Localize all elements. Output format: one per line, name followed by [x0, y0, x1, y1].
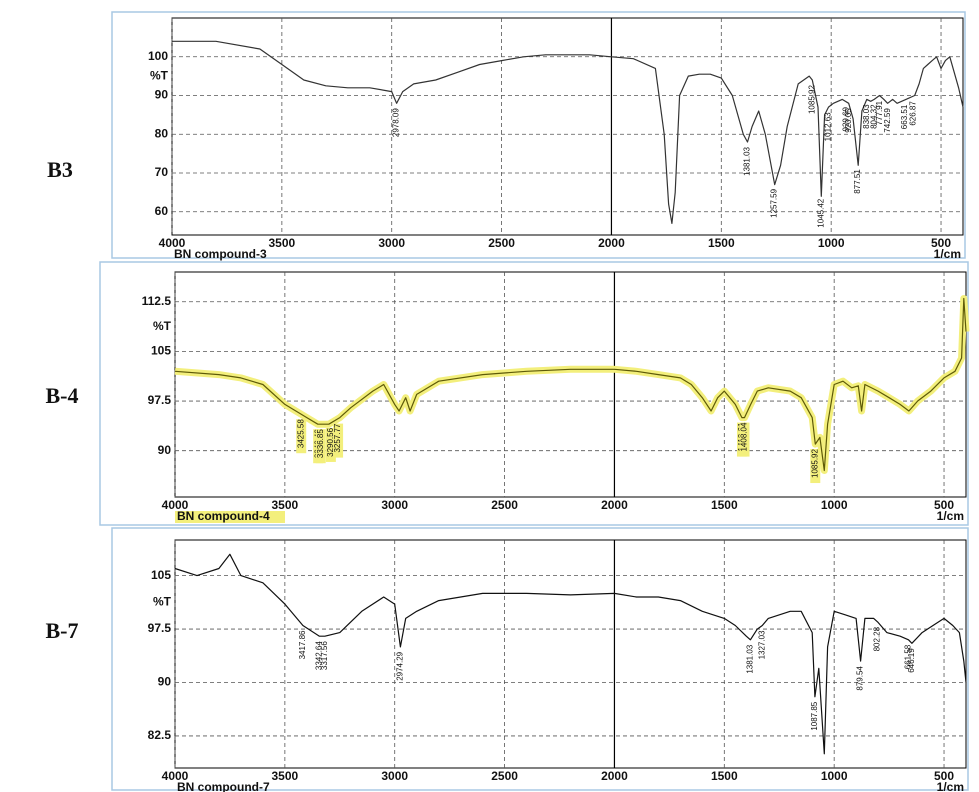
peak-label: 3425.58 [296, 419, 305, 448]
spectrum-line [174, 553, 967, 755]
peak-label: 1381.03 [743, 146, 752, 175]
y-tick-label: 80 [155, 126, 169, 140]
peak-label: 2978.09 [392, 108, 401, 137]
x-tick-label: 3000 [381, 769, 408, 783]
peak-label: 1085.92 [807, 85, 816, 114]
x-unit-label: 1/cm [937, 509, 964, 523]
x-unit-label: 1/cm [934, 247, 961, 261]
x-tick-label: 3500 [272, 498, 299, 512]
peak-label: 3257.77 [333, 423, 342, 452]
x-tick-label: 2500 [491, 498, 518, 512]
x-tick-label: 3500 [272, 769, 299, 783]
x-tick-label: 2000 [601, 498, 628, 512]
x-tick-label: 2000 [601, 769, 628, 783]
x-tick-label: 500 [934, 498, 954, 512]
peak-highlight [315, 429, 326, 464]
peak-label: 663.51 [900, 104, 909, 129]
peak-label: 804.32 [869, 104, 878, 129]
x-tick-label: 500 [931, 236, 951, 250]
row-label: B3 [47, 157, 73, 182]
peak-label: 3290.56 [326, 427, 335, 456]
peak-label: 929.69 [842, 106, 851, 131]
y-tick-label: 90 [158, 443, 172, 457]
peak-label: 3342.64 [315, 641, 324, 670]
y-tick-label: 100 [148, 49, 168, 63]
y-tick-label: 97.5 [148, 393, 172, 407]
row-label: B-7 [46, 618, 79, 643]
peak-label: 838.03 [862, 104, 871, 129]
x-axis-label: BN compound-3 [174, 247, 267, 261]
y-tick-label: 70 [155, 165, 169, 179]
y-tick-label: 112.5 [142, 294, 172, 308]
y-tick-label: 97.5 [148, 621, 172, 635]
y-axis-label: %T [153, 319, 172, 333]
peak-highlight [325, 427, 336, 462]
peak-label: 879.54 [856, 666, 865, 691]
peak-label: 3317.56 [320, 641, 329, 670]
x-tick-label: 3500 [269, 236, 296, 250]
peak-label: 1257.59 [770, 188, 779, 217]
spectrum-line [174, 297, 967, 472]
y-tick-label: 60 [155, 204, 169, 218]
peak-label: 646.19 [907, 648, 916, 673]
x-unit-label: 1/cm [937, 780, 964, 792]
row-label: B-4 [46, 383, 79, 408]
y-tick-label: 90 [158, 675, 172, 689]
x-tick-label: 500 [934, 769, 954, 783]
peak-label: 1087.85 [810, 701, 819, 730]
y-axis-label: %T [150, 68, 169, 82]
peak-label: 1012.63 [824, 112, 833, 141]
peak-label: 877.51 [853, 169, 862, 194]
y-tick-label: 105 [151, 568, 171, 582]
peak-label: 3336.85 [316, 429, 325, 458]
y-tick-label: 90 [155, 88, 169, 102]
x-tick-label: 4000 [162, 769, 189, 783]
peak-label: 2974.29 [395, 651, 404, 680]
peak-label: 3417.86 [298, 630, 307, 659]
x-tick-label: 4000 [159, 236, 186, 250]
spectrum-line [172, 40, 964, 224]
peak-label: 1327.03 [757, 630, 766, 659]
peak-label: 920.05 [844, 108, 853, 133]
x-tick-label: 1500 [711, 769, 738, 783]
x-tick-label: 3000 [378, 236, 405, 250]
spectrum-chart: B-4 4000 3500 3000 2500 2000 1500 1000 500 90 97.5… [46, 261, 970, 526]
peak-label: 1045.42 [816, 198, 825, 227]
peak-label: 777.91 [875, 100, 884, 125]
peak-highlight [333, 423, 344, 458]
spectrum-chart: B3 4000 3500 3000 2500 2000 1500 1000 500 60 70 80 9… [47, 11, 966, 261]
peak-label: 661.58 [904, 644, 913, 669]
x-tick-label: 1000 [821, 498, 848, 512]
peak-highlight [810, 449, 821, 484]
x-tick-label: 1500 [708, 236, 735, 250]
y-tick-label: 105 [151, 344, 171, 358]
x-tick-label: 1500 [711, 498, 738, 512]
x-label-highlight [175, 511, 285, 523]
chart-frame [111, 11, 966, 259]
peak-label: 626.87 [908, 101, 917, 126]
plot-area [174, 539, 967, 769]
spectrum-chart: B-7 4000 3500 3000 2500 2000 1500 1000 500 82.5 90… [46, 527, 969, 792]
x-tick-label: 3000 [381, 498, 408, 512]
peak-label: 1381.03 [746, 644, 755, 673]
x-tick-label: 2500 [491, 769, 518, 783]
y-tick-label: 82.5 [148, 728, 172, 742]
peak-highlight [739, 422, 750, 457]
x-tick-label: 1000 [818, 236, 845, 250]
x-tick-label: 1000 [821, 769, 848, 783]
x-axis-label: BN compound-7 [177, 780, 270, 792]
peak-label: 1408.04 [740, 422, 749, 451]
peak-label: 802.28 [873, 626, 882, 651]
x-tick-label: 2000 [598, 236, 625, 250]
peak-label: 1085.92 [810, 448, 819, 477]
chart-frame [111, 527, 969, 791]
y-axis-label: %T [153, 595, 172, 609]
x-tick-label: 2500 [488, 236, 515, 250]
x-axis-label: BN compound-4 [177, 509, 270, 523]
chart-frame [99, 261, 969, 526]
x-tick-label: 4000 [162, 498, 189, 512]
peak-highlight [296, 419, 307, 454]
peak-label: 742.59 [883, 108, 892, 133]
